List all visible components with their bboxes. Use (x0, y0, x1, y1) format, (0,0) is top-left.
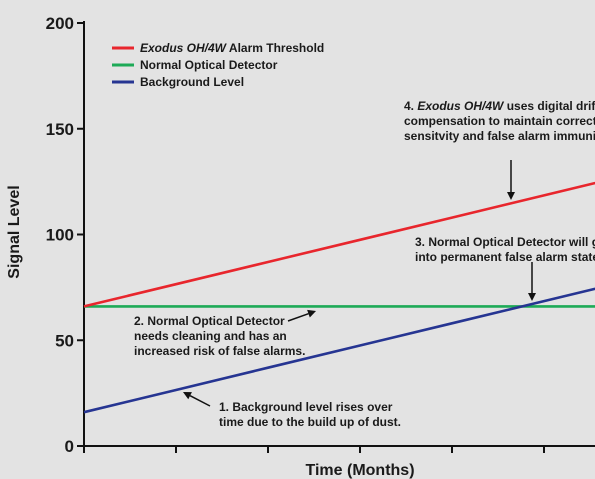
series-line (83, 287, 595, 414)
y-tick-label: 0 (65, 437, 74, 456)
annotation-line: 3. Normal Optical Detector will go (415, 235, 595, 249)
legend: Exodus OH/4W Alarm Threshold Normal Optic… (112, 41, 324, 89)
annotation-line: sensitvity and false alarm immunity. (404, 129, 595, 143)
y-axis-title: Signal Level (6, 185, 23, 278)
annotation-line: time due to the build up of dust. (219, 415, 401, 429)
annotation-1-arrow (183, 392, 211, 407)
annotation-line: increased risk of false alarms. (134, 344, 305, 358)
annotation-3-arrow (528, 262, 536, 301)
annotation-line: needs cleaning and has an (134, 329, 287, 343)
arrow-head (183, 392, 192, 400)
legend-label: Background Level (140, 75, 244, 89)
arrow-shaft (189, 395, 211, 407)
arrow-head (528, 293, 536, 301)
annotation-4-arrow (507, 160, 515, 200)
legend-label: Normal Optical Detector (140, 58, 278, 72)
series-layer (83, 181, 595, 414)
annotation-4: 4. Exodus OH/4W uses digital driftcompen… (404, 99, 595, 143)
annotation-line: into permanent false alarm state. (415, 250, 595, 264)
annotation-line: 2. Normal Optical Detector (134, 314, 285, 328)
x-axis-title: Time (Months) (305, 462, 414, 479)
legend-label: Exodus OH/4W Alarm Threshold (140, 41, 324, 55)
annotation-2-arrow (287, 309, 316, 322)
axes: 0 50 100 150 200 (46, 14, 595, 456)
arrow-shaft (287, 312, 309, 322)
y-tick-label: 100 (46, 226, 74, 245)
y-tick-label: 50 (55, 331, 74, 350)
arrow-head (507, 192, 515, 200)
y-tick-label: 200 (46, 14, 74, 33)
annotation-line: compensation to maintain correct (404, 114, 595, 128)
annotation-line: 1. Background level rises over (219, 400, 393, 414)
annotation-line: 4. Exodus OH/4W uses digital drift (404, 99, 595, 113)
arrow-head (307, 309, 316, 318)
y-tick-label: 150 (46, 120, 74, 139)
series-line (83, 181, 595, 308)
